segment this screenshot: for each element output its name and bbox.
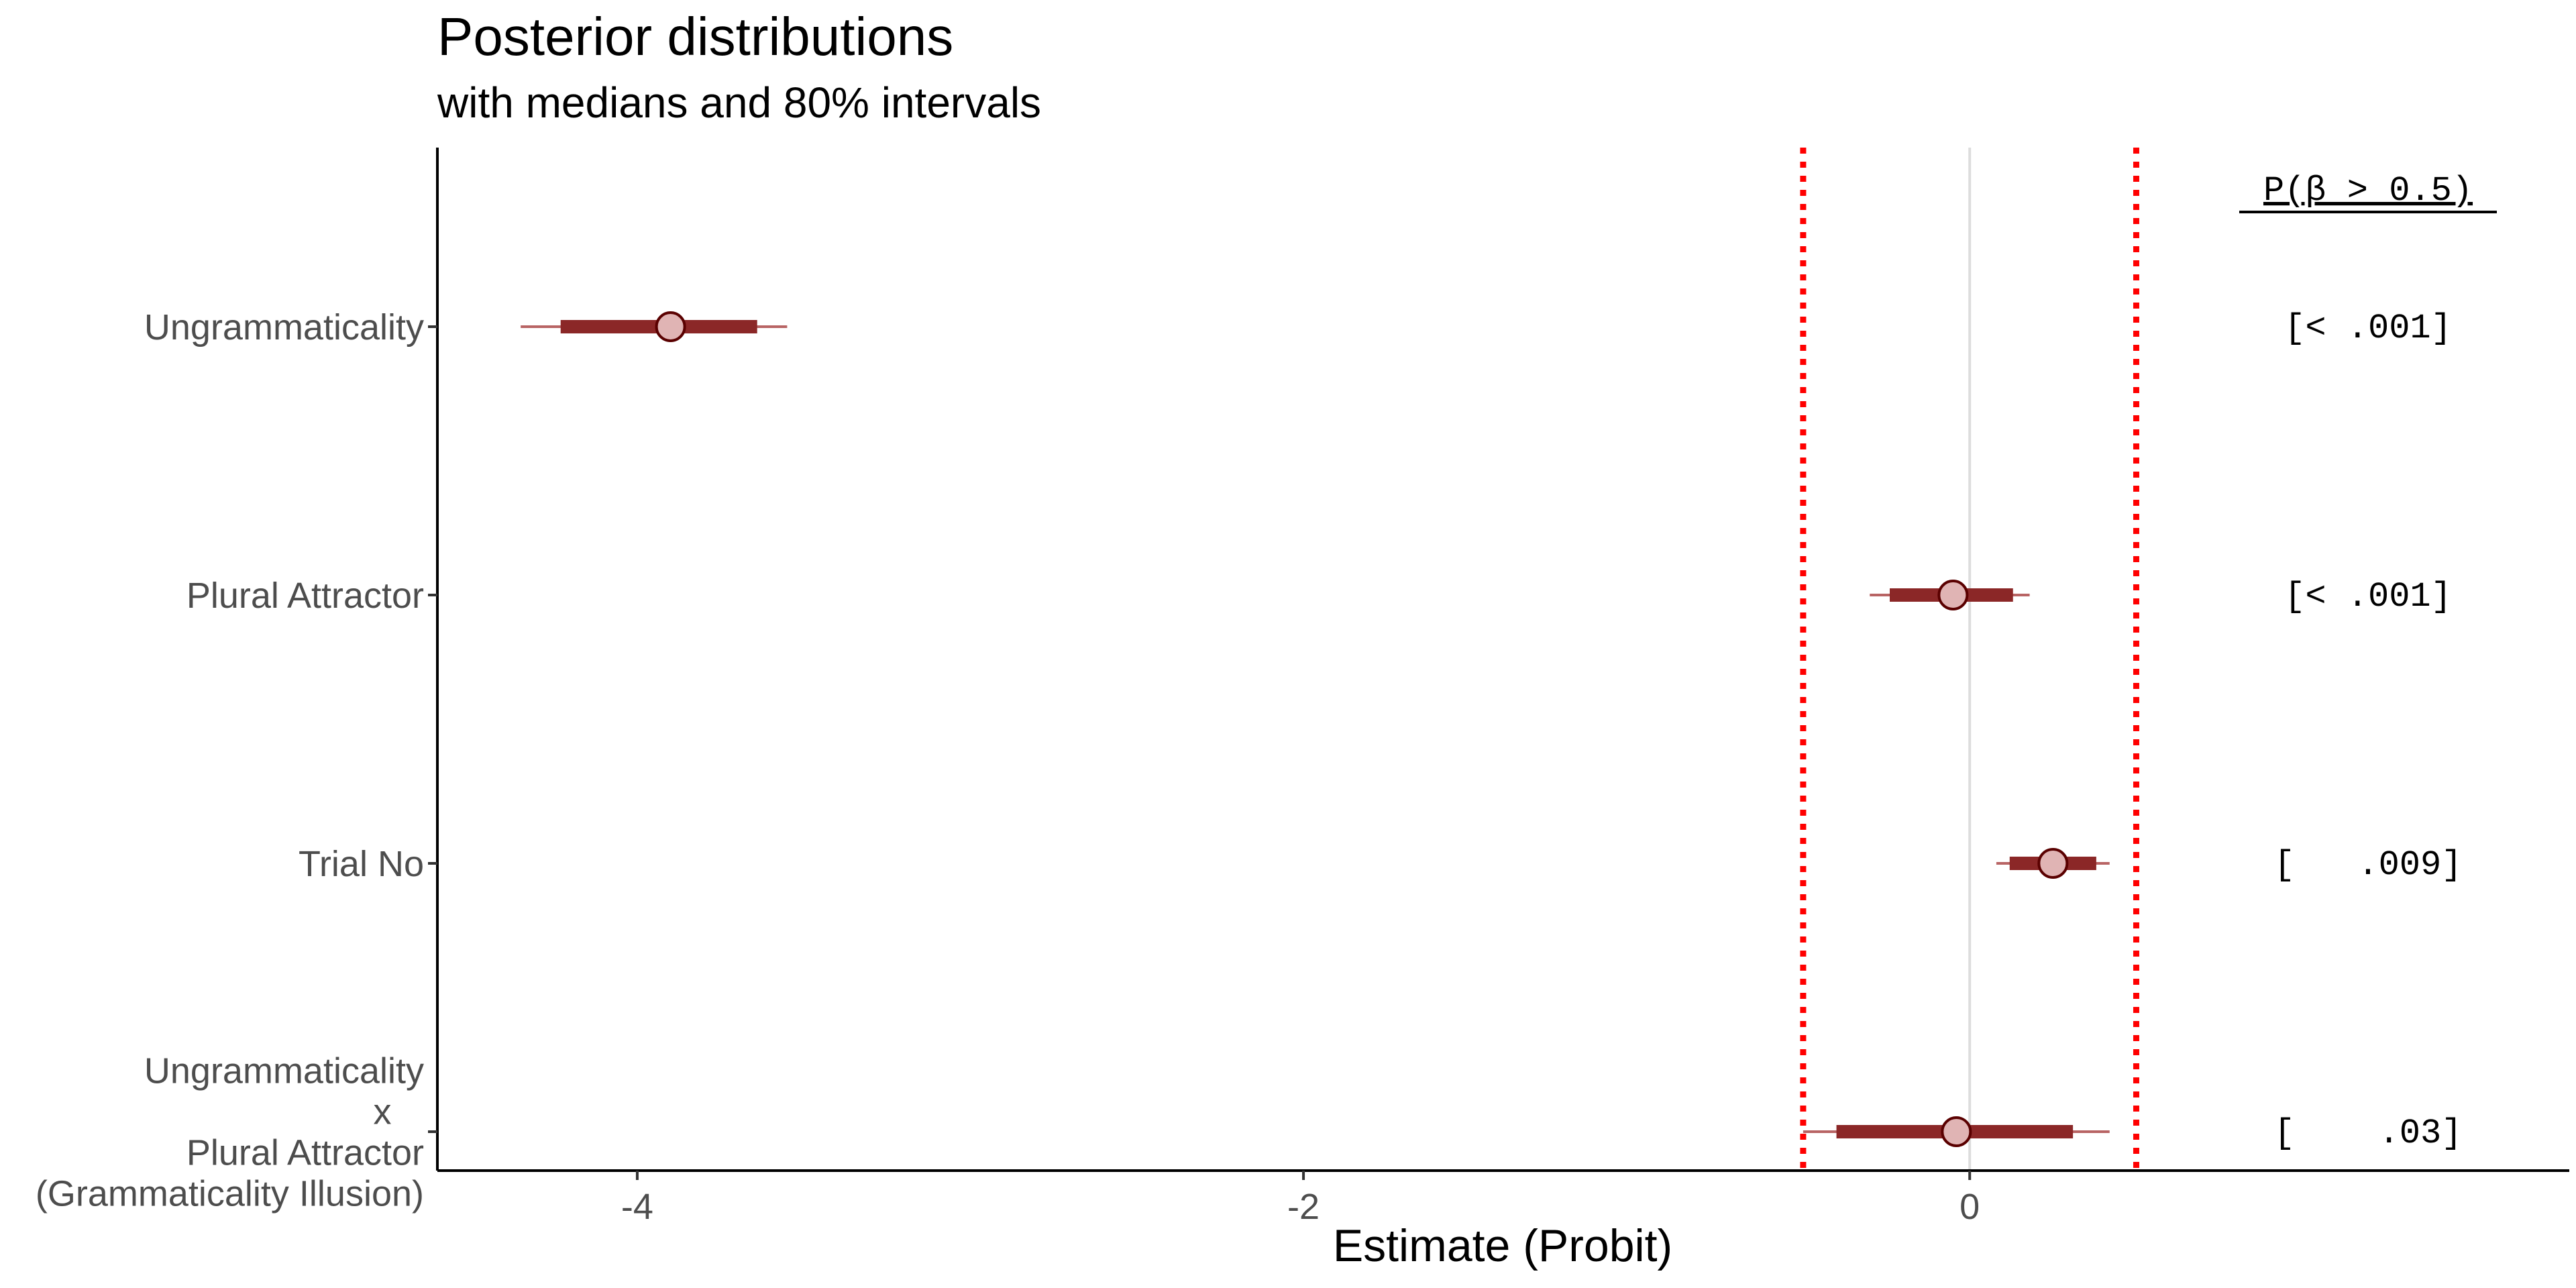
y-tick-label: Plural Attractor <box>186 576 424 616</box>
y-tick-label: Plural Attractor <box>186 1133 424 1173</box>
chart-subtitle: with medians and 80% intervals <box>437 78 1041 127</box>
median-point <box>655 311 686 342</box>
x-tick-label: -4 <box>621 1187 653 1227</box>
y-tick-label: Ungrammaticality <box>144 1051 424 1091</box>
probability-value: [ .03] <box>2274 1114 2463 1153</box>
probability-header: P(β > 0.5) <box>2263 171 2473 211</box>
x-tick-label: 0 <box>1960 1187 1980 1227</box>
probability-value: [< .001] <box>2284 309 2452 348</box>
y-tick-label: (Grammaticality Illusion) <box>36 1174 424 1214</box>
plot-area: -4 -2 0 Ungrammaticality [< .001] Plural Attr… <box>36 148 2569 1227</box>
y-tick-label: Ungrammaticality <box>144 307 424 347</box>
y-tick-label: Trial No <box>299 844 424 884</box>
chart-title: Posterior distributions <box>437 7 953 66</box>
x-tick-label: -2 <box>1287 1187 1320 1227</box>
probability-value: [< .001] <box>2284 577 2452 616</box>
median-point <box>1937 580 1969 610</box>
median-point <box>2037 848 2069 879</box>
median-point <box>1941 1116 1972 1147</box>
y-tick-label: x <box>374 1092 392 1132</box>
probability-value: [ .009] <box>2274 845 2463 885</box>
x-axis-label: Estimate (Probit) <box>1333 1220 1672 1271</box>
